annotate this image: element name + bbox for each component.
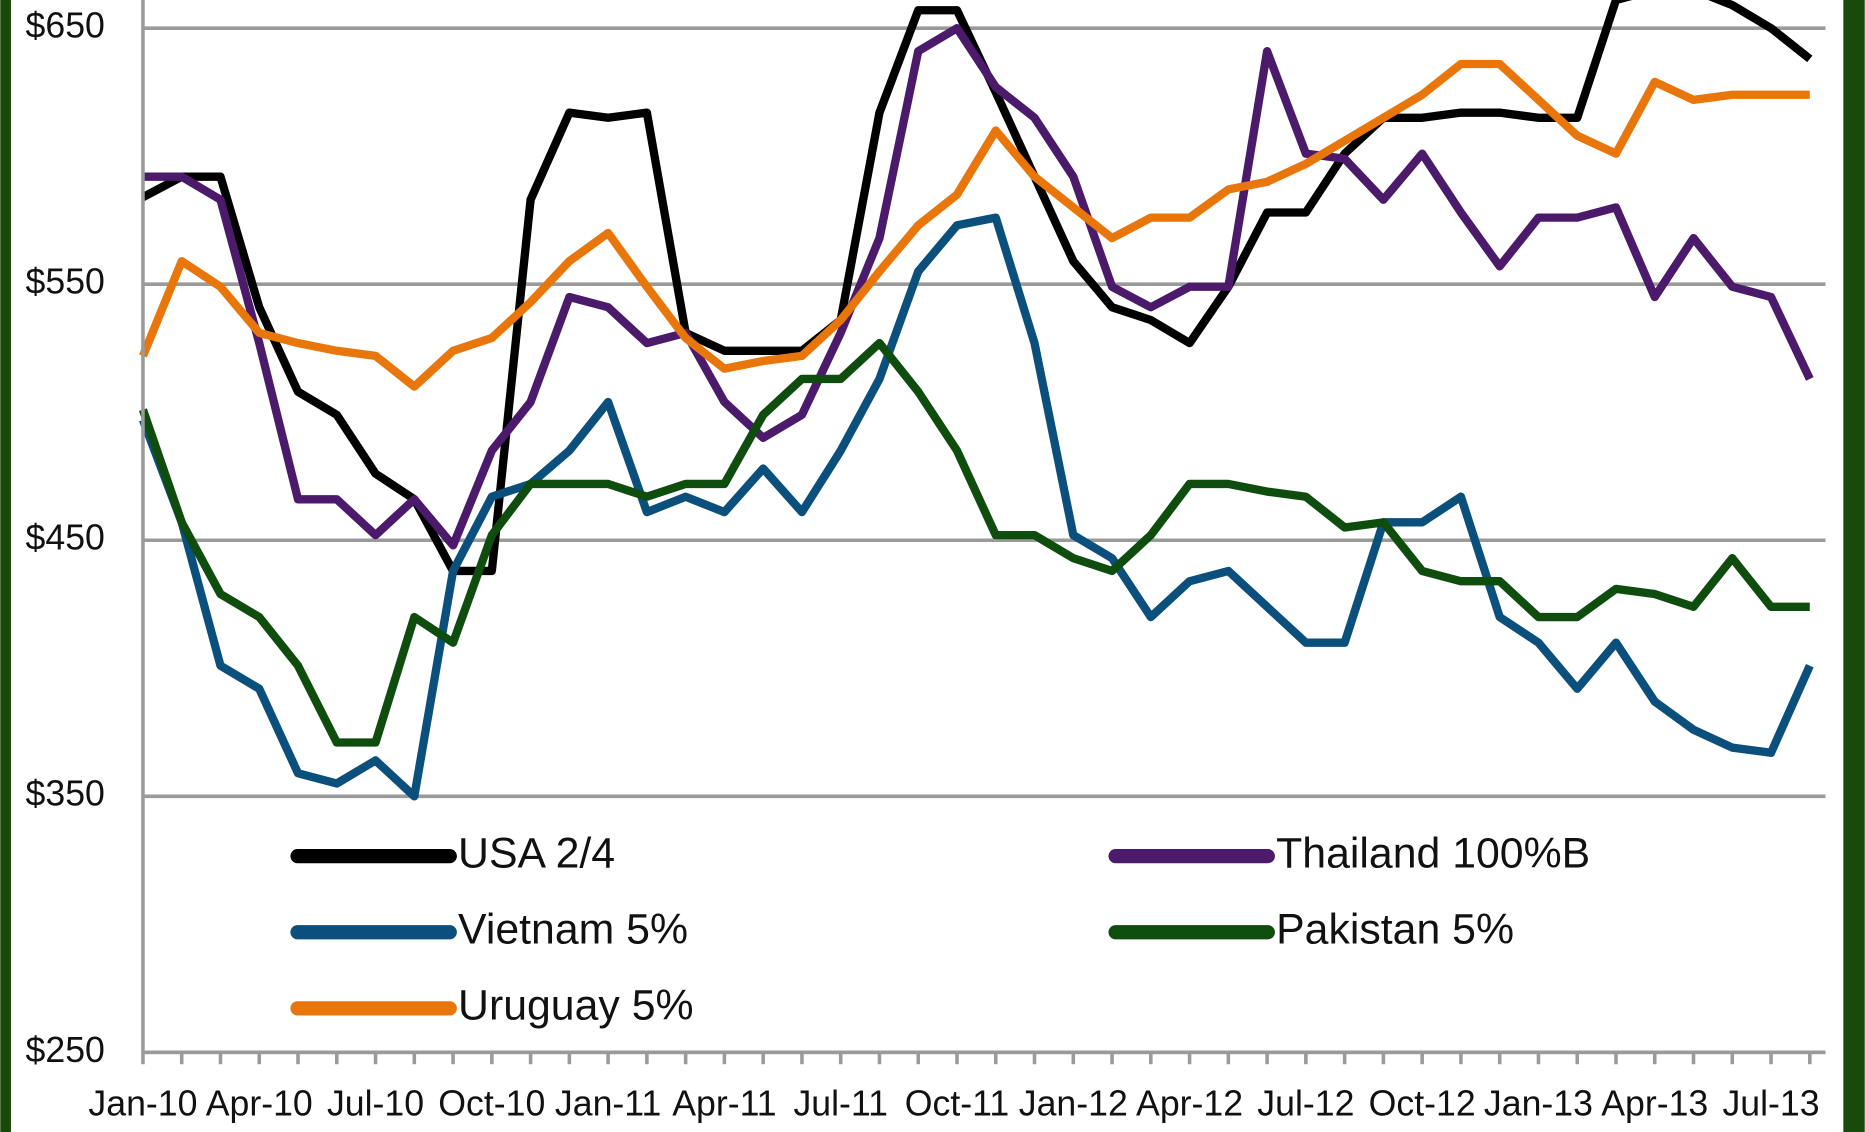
- legend-label: Thailand 100%B: [1276, 829, 1590, 877]
- border-right: [1843, 0, 1865, 1132]
- border-left: [0, 0, 11, 1132]
- x-tick-label: Jul-10: [327, 1083, 424, 1123]
- x-tick-label: Jan-10: [88, 1083, 197, 1123]
- series-line: [142, 24, 1814, 550]
- x-tick-label: Oct-10: [438, 1083, 545, 1123]
- y-tick-label: $250: [26, 1030, 105, 1070]
- x-tick-label: Apr-10: [206, 1083, 313, 1123]
- x-tick-label: Apr-13: [1601, 1083, 1708, 1123]
- y-tick-label: $350: [26, 774, 105, 814]
- x-tick-label: Jan-11: [555, 1083, 661, 1123]
- x-tick-label: Apr-11: [672, 1083, 776, 1123]
- y-tick-label: $650: [26, 6, 105, 46]
- x-tick-label: Jul-13: [1722, 1083, 1819, 1123]
- series-line: [139, 213, 1814, 801]
- y-tick-label: $450: [26, 518, 105, 558]
- plot-area: [139, 0, 1814, 801]
- y-tick-label: $550: [26, 262, 105, 302]
- legend-label: Uruguay 5%: [458, 982, 694, 1030]
- x-tick-label: Jan-13: [1484, 1083, 1593, 1123]
- x-tick-label: Apr-12: [1136, 1083, 1243, 1123]
- series-line: [139, 338, 1810, 747]
- x-tick-label: Oct-12: [1369, 1083, 1476, 1123]
- legend-label: USA 2/4: [458, 829, 615, 877]
- legend-label: Pakistan 5%: [1276, 906, 1514, 954]
- x-tick-label: Oct-11: [905, 1083, 1009, 1123]
- legend-label: Vietnam 5%: [458, 906, 688, 954]
- x-tick-label: Jul-12: [1257, 1083, 1354, 1123]
- x-tick-label: Jul-11: [793, 1083, 887, 1123]
- x-tick-label: Jan-12: [1019, 1083, 1128, 1123]
- axes: $250 $350 $450 $550 $650 Jan-10 Apr-10 Jul-10 Oc…: [26, 0, 1826, 1123]
- series-line: [139, 59, 1810, 391]
